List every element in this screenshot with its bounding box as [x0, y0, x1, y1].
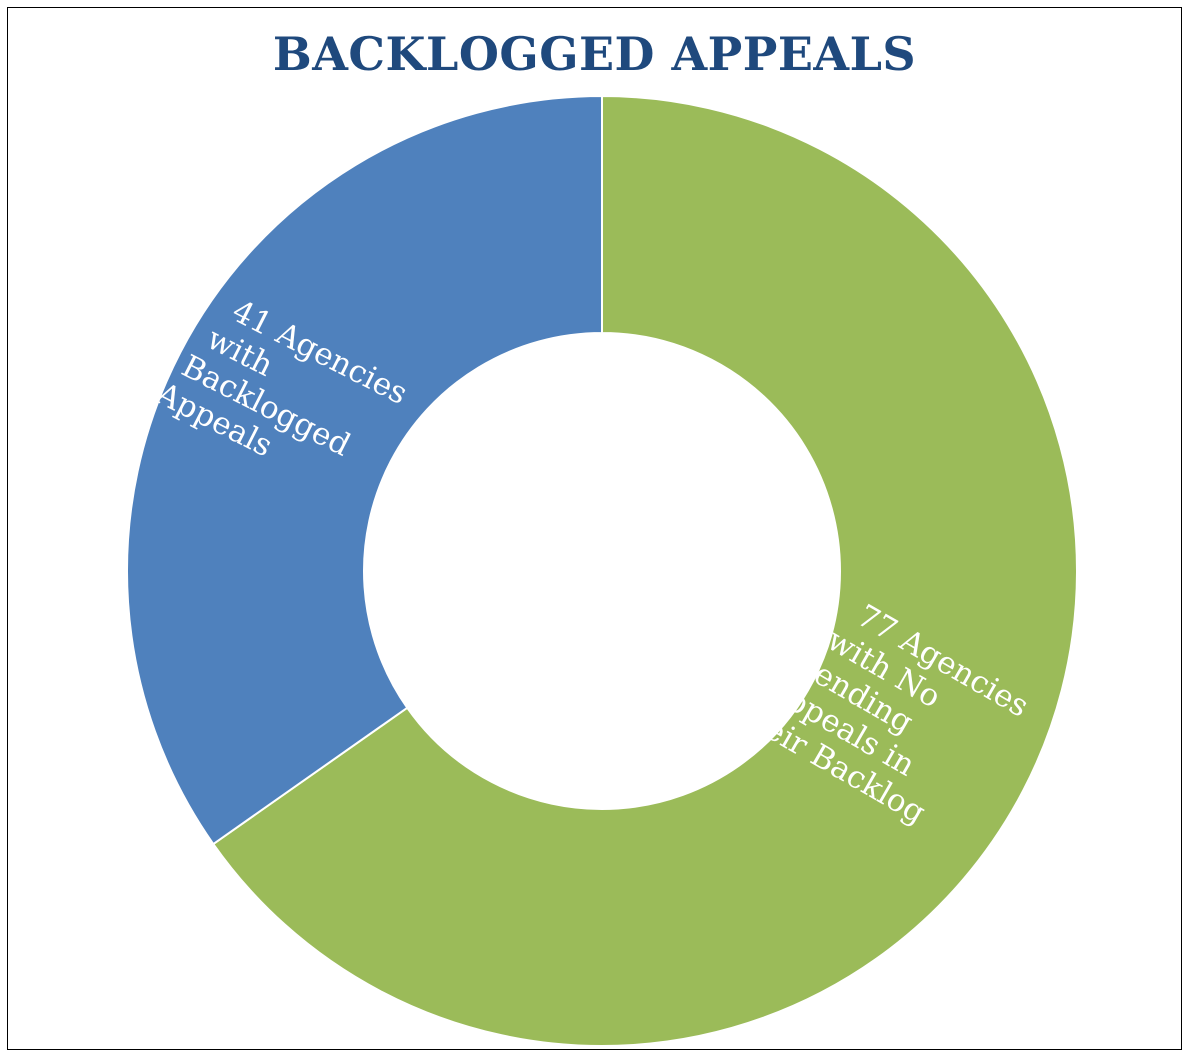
donut-slice-41-agencies	[126, 94, 603, 846]
donut-slice-77-agencies	[211, 94, 1078, 1047]
chart-title: BACKLOGGED APPEALS	[272, 27, 917, 81]
